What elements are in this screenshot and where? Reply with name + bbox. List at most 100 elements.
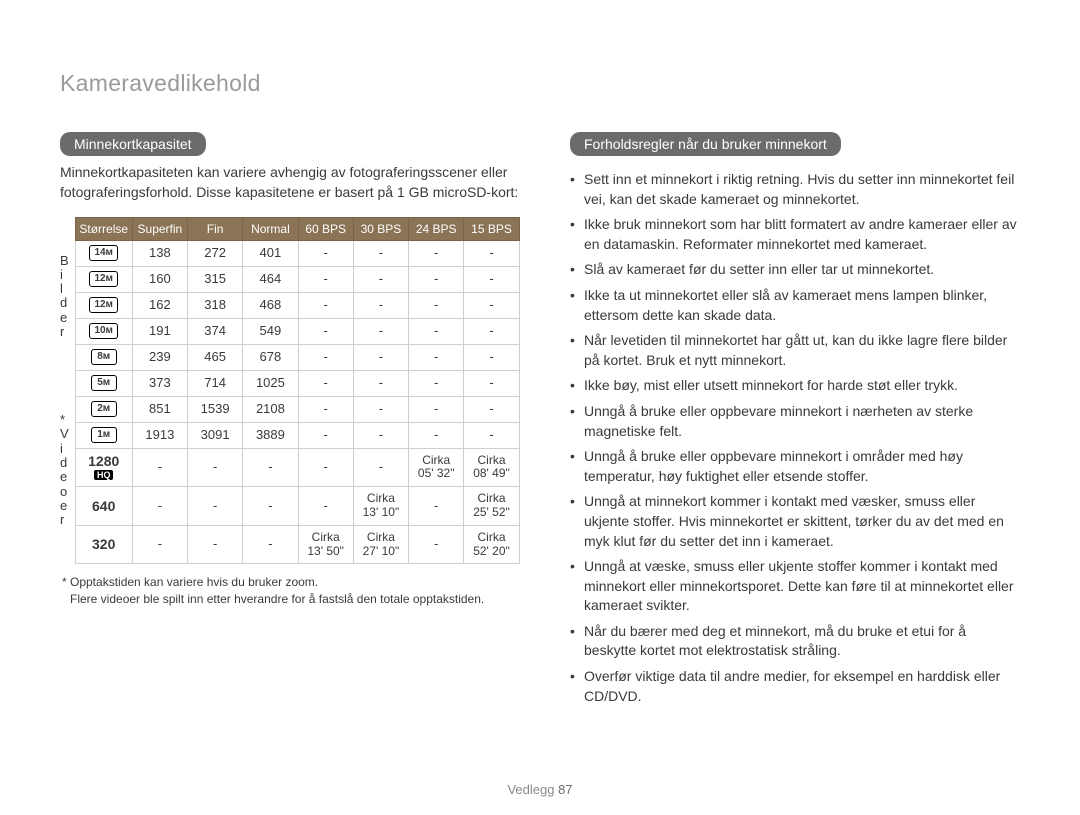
cell: - [298, 344, 353, 370]
cell: 714 [188, 370, 243, 396]
cell: Cirka 27' 10" [353, 525, 408, 564]
cell: - [188, 525, 243, 564]
capacity-table-wrap: B i l d e r * V i d e o e r Størrelse Su… [60, 217, 520, 565]
cell: - [464, 422, 519, 448]
cell: - [409, 344, 464, 370]
page-title: Kameravedlikehold [60, 70, 1020, 97]
table-row: 5м 373 714 1025 - - - - [75, 370, 519, 396]
vid-hq-badge: HQ [94, 470, 114, 480]
size-icon-14m: 14м [89, 245, 118, 261]
cell: 401 [243, 240, 298, 266]
cell: - [409, 370, 464, 396]
cell: 1913 [132, 422, 187, 448]
cell: - [132, 487, 187, 526]
cell: 162 [132, 292, 187, 318]
list-item: Når levetiden til minnekortet har gått u… [570, 331, 1020, 370]
th-30bps: 30 BPS [353, 217, 408, 240]
cell: Cirka 08' 49" [464, 448, 519, 487]
cell: - [464, 370, 519, 396]
cell: - [353, 396, 408, 422]
cell: - [188, 487, 243, 526]
list-item: Unngå å bruke eller oppbevare minnekort … [570, 447, 1020, 486]
cell: 2108 [243, 396, 298, 422]
table-row: 320 - - - Cirka 13' 50" Cirka 27' 10" - … [75, 525, 519, 564]
list-item: Unngå å bruke eller oppbevare minnekort … [570, 402, 1020, 441]
cell: 3889 [243, 422, 298, 448]
cell: - [188, 448, 243, 487]
vid-size-320: 320 [92, 536, 115, 552]
th-60bps: 60 BPS [298, 217, 353, 240]
cell: 468 [243, 292, 298, 318]
footer-label: Vedlegg [507, 782, 554, 797]
pill-forholdsregler: Forholdsregler når du bruker minnekort [570, 132, 841, 156]
cell: - [298, 422, 353, 448]
table-row: 12м 160 315 464 - - - - [75, 266, 519, 292]
list-item: Overfør viktige data til andre medier, f… [570, 667, 1020, 706]
cell: - [243, 448, 298, 487]
cell: 239 [132, 344, 187, 370]
cell: - [464, 318, 519, 344]
size-icon-1m: 1м [91, 427, 117, 443]
cell: 272 [188, 240, 243, 266]
size-icon-12m-a: 12м [89, 271, 118, 287]
table-row: 10м 191 374 549 - - - - [75, 318, 519, 344]
cell: - [132, 448, 187, 487]
cell: 318 [188, 292, 243, 318]
size-cell: 5м [75, 370, 132, 396]
cell: - [464, 240, 519, 266]
th-superfin: Superfin [132, 217, 187, 240]
capacity-table: Størrelse Superfin Fin Normal 60 BPS 30 … [75, 217, 520, 565]
cell: 373 [132, 370, 187, 396]
cell: - [409, 266, 464, 292]
size-icon-12m-b: 12м [89, 297, 118, 313]
cell: - [298, 318, 353, 344]
table-row: 2м 851 1539 2108 - - - - [75, 396, 519, 422]
th-normal: Normal [243, 217, 298, 240]
list-item: Ikke ta ut minnekortet eller slå av kame… [570, 286, 1020, 325]
content-columns: Minnekortkapasitet Minnekortkapasiteten … [60, 132, 1020, 712]
table-row: 640 - - - - Cirka 13' 10" - Cirka 25' 52… [75, 487, 519, 526]
table-row: 12м 162 318 468 - - - - [75, 292, 519, 318]
precautions-list: Sett inn et minnekort i riktig retning. … [570, 170, 1020, 706]
vlabel-bilder: B i l d e r [60, 254, 69, 340]
cell: 549 [243, 318, 298, 344]
table-row: 1м 1913 3091 3889 - - - - [75, 422, 519, 448]
cell: - [409, 240, 464, 266]
size-cell: 640 [75, 487, 132, 526]
cell: 465 [188, 344, 243, 370]
cell: Cirka 05' 32" [409, 448, 464, 487]
cell: 374 [188, 318, 243, 344]
cell: - [409, 487, 464, 526]
cell: - [409, 396, 464, 422]
cell: - [298, 448, 353, 487]
right-column: Forholdsregler når du bruker minnekort S… [570, 132, 1020, 712]
cell: - [132, 525, 187, 564]
size-cell: 10м [75, 318, 132, 344]
cell: - [298, 292, 353, 318]
list-item: Når du bærer med deg et minnekort, må du… [570, 622, 1020, 661]
cell: 1539 [188, 396, 243, 422]
cell: Cirka 25' 52" [464, 487, 519, 526]
size-cell: 1280 HQ [75, 448, 132, 487]
cell: Cirka 52' 20" [464, 525, 519, 564]
cell: - [464, 266, 519, 292]
list-item: Unngå at minnekort kommer i kontakt med … [570, 492, 1020, 551]
size-icon-2m: 2м [91, 401, 117, 417]
page-footer: Vedlegg 87 [0, 782, 1080, 797]
size-cell: 1м [75, 422, 132, 448]
vid-size-1280: 1280 [88, 453, 119, 469]
cell: 678 [243, 344, 298, 370]
cell: 3091 [188, 422, 243, 448]
cell: 191 [132, 318, 187, 344]
cell: 464 [243, 266, 298, 292]
cell: - [353, 240, 408, 266]
intro-text: Minnekortkapasiteten kan variere avhengi… [60, 162, 520, 203]
left-column: Minnekortkapasitet Minnekortkapasiteten … [60, 132, 520, 712]
cell: Cirka 13' 50" [298, 525, 353, 564]
table-header-row: Størrelse Superfin Fin Normal 60 BPS 30 … [75, 217, 519, 240]
list-item: Sett inn et minnekort i riktig retning. … [570, 170, 1020, 209]
size-cell: 12м [75, 266, 132, 292]
cell: - [464, 396, 519, 422]
pill-minnekort: Minnekortkapasitet [60, 132, 206, 156]
cell: - [409, 292, 464, 318]
